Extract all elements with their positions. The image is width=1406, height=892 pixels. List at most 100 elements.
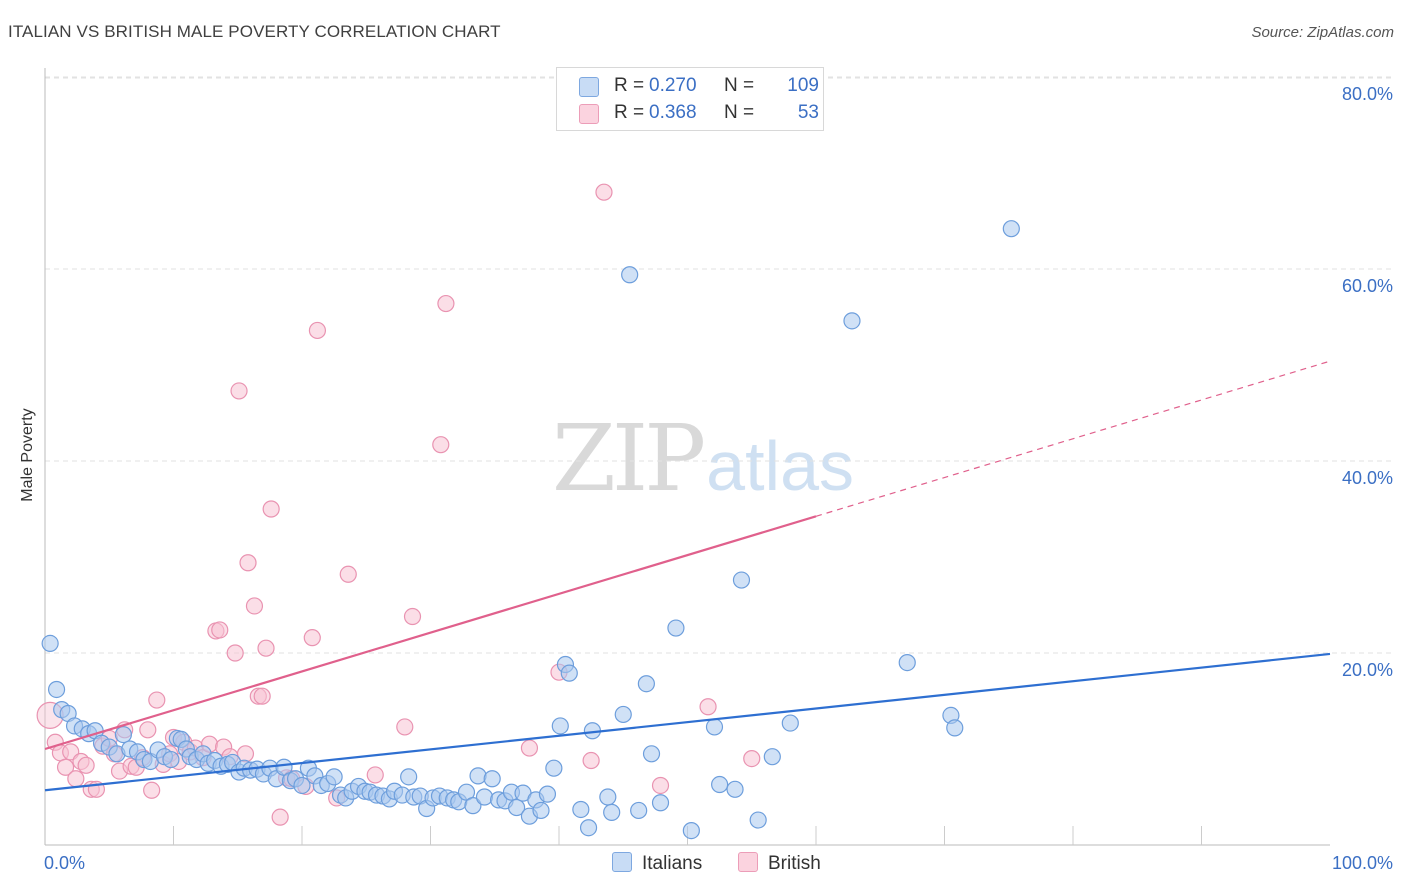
british-point bbox=[403, 607, 422, 626]
y-tick-label: 40.0% bbox=[1342, 468, 1393, 488]
y-tick-label: 60.0% bbox=[1342, 276, 1393, 296]
british-point bbox=[396, 718, 414, 736]
italians-point bbox=[682, 821, 700, 840]
british-point bbox=[271, 808, 289, 826]
british-point bbox=[432, 436, 450, 454]
italians-point bbox=[749, 811, 767, 829]
british-point bbox=[520, 739, 539, 757]
legend-swatch-italians bbox=[579, 77, 599, 97]
italians-point bbox=[898, 653, 916, 672]
british-point bbox=[262, 500, 280, 518]
italians-point bbox=[162, 750, 180, 769]
italians-point bbox=[667, 619, 685, 637]
legend-n-value: 53 bbox=[797, 102, 819, 123]
italians-point bbox=[551, 717, 569, 735]
italians-point bbox=[538, 785, 557, 803]
british-trend-line bbox=[44, 515, 817, 751]
british-point bbox=[56, 758, 75, 776]
italians-point bbox=[614, 705, 632, 724]
italians-point bbox=[47, 680, 66, 699]
chart-source: Source: ZipAtlas.com bbox=[1251, 24, 1394, 41]
series-label-italians: Italians bbox=[642, 853, 703, 874]
british-point bbox=[230, 382, 248, 400]
italians-point bbox=[114, 725, 132, 744]
italians-point bbox=[325, 768, 343, 786]
british-point bbox=[257, 639, 275, 657]
british-trend-line-extension bbox=[815, 360, 1331, 517]
british-point bbox=[77, 756, 95, 774]
italians-point bbox=[532, 801, 550, 820]
italians-point bbox=[545, 759, 563, 777]
italians-point bbox=[732, 571, 751, 589]
british-point bbox=[148, 691, 166, 709]
british-point bbox=[699, 698, 717, 716]
series-swatch-british bbox=[738, 852, 758, 872]
italians-point bbox=[651, 794, 670, 812]
legend-swatch-british bbox=[579, 104, 599, 124]
italians-point bbox=[475, 788, 494, 806]
british-point bbox=[595, 183, 613, 201]
british-point bbox=[211, 621, 229, 639]
italians-point bbox=[763, 748, 781, 766]
italians-point bbox=[1002, 220, 1020, 238]
legend-n-value: 109 bbox=[787, 75, 819, 96]
italians-point bbox=[705, 718, 724, 736]
italians-trend-line bbox=[44, 652, 1331, 792]
italians-point bbox=[726, 780, 744, 798]
british-point bbox=[226, 644, 244, 662]
italians-point bbox=[560, 664, 578, 682]
series-label-british: British bbox=[768, 853, 821, 874]
british-point bbox=[239, 554, 257, 572]
series-legend-british[interactable]: British bbox=[738, 852, 821, 875]
italians-point bbox=[572, 800, 590, 819]
y-tick-label: 20.0% bbox=[1342, 660, 1393, 680]
watermark-zip: ZIP bbox=[552, 405, 706, 512]
series-legend-italians[interactable]: Italians bbox=[612, 852, 702, 875]
italians-point bbox=[843, 312, 861, 330]
watermark: ZIPatlas bbox=[552, 405, 854, 512]
y-tick-label: 80.0% bbox=[1342, 84, 1393, 104]
italians-point bbox=[293, 776, 311, 795]
italians-point bbox=[599, 788, 617, 806]
british-point bbox=[253, 687, 271, 705]
british-point bbox=[366, 766, 384, 784]
x-tick-label: 0.0% bbox=[44, 853, 85, 873]
watermark-atlas: atlas bbox=[706, 427, 855, 505]
british-point bbox=[339, 565, 357, 583]
italians-point bbox=[781, 714, 799, 732]
legend-r-value: 0.368 bbox=[649, 102, 697, 123]
legend-n-label: N = bbox=[724, 75, 755, 96]
italians-point bbox=[483, 770, 501, 788]
british-point bbox=[308, 321, 327, 340]
italians-point bbox=[579, 819, 598, 837]
british-point bbox=[139, 721, 157, 739]
legend-r-label: R = bbox=[614, 75, 645, 96]
italians-point bbox=[469, 767, 487, 785]
italians-point bbox=[464, 797, 482, 815]
legend-r-label: R = bbox=[614, 102, 645, 123]
british-point bbox=[245, 597, 264, 615]
italians-point bbox=[621, 266, 639, 284]
british-point bbox=[143, 781, 161, 799]
correlation-legend: R = 0.270 N = 109 R = 0.368 N = 53 bbox=[556, 67, 824, 131]
italians-point bbox=[603, 803, 621, 821]
italians-point bbox=[507, 798, 526, 817]
legend-r-value: 0.270 bbox=[649, 75, 697, 96]
italians-point bbox=[642, 745, 661, 763]
italians-point bbox=[630, 801, 648, 820]
italians-point bbox=[711, 775, 729, 794]
x-tick-label: 100.0% bbox=[1332, 853, 1393, 873]
british-point bbox=[303, 629, 321, 647]
series-swatch-italians bbox=[612, 852, 632, 872]
italians-point bbox=[946, 719, 964, 737]
british-point bbox=[651, 776, 670, 795]
italians-point bbox=[41, 634, 59, 653]
italians-point bbox=[400, 768, 418, 786]
legend-n-label: N = bbox=[724, 102, 755, 123]
italians-point bbox=[637, 675, 655, 693]
british-point bbox=[582, 751, 600, 770]
chart-title: ITALIAN VS BRITISH MALE POVERTY CORRELAT… bbox=[8, 22, 501, 41]
british-point bbox=[67, 770, 85, 788]
british-point bbox=[437, 294, 455, 313]
